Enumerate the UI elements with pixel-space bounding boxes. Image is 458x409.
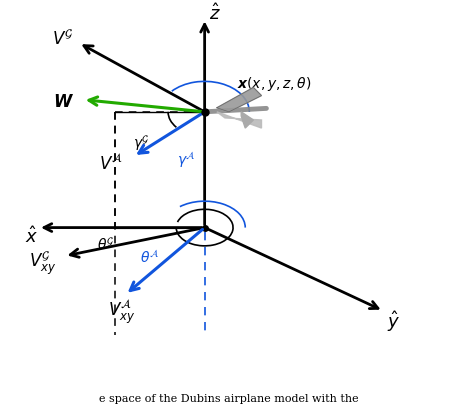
Text: $\gamma^{\mathcal{A}}$: $\gamma^{\mathcal{A}}$ — [177, 149, 196, 169]
Text: $\boldsymbol{V^{\mathcal{G}}_{xy}}$: $\boldsymbol{V^{\mathcal{G}}_{xy}}$ — [28, 249, 56, 276]
Polygon shape — [241, 112, 253, 129]
Polygon shape — [217, 112, 262, 129]
Text: e space of the Dubins airplane model with the: e space of the Dubins airplane model wit… — [99, 393, 359, 403]
Text: $\boldsymbol{W}$: $\boldsymbol{W}$ — [53, 94, 74, 111]
Text: $\boldsymbol{V^{\mathcal{A}}}$: $\boldsymbol{V^{\mathcal{A}}}$ — [99, 153, 123, 173]
Text: $\hat{x}$: $\hat{x}$ — [25, 226, 38, 247]
Text: $\boldsymbol{x}(x,y,z,\theta)$: $\boldsymbol{x}(x,y,z,\theta)$ — [237, 75, 312, 93]
Text: $\hat{y}$: $\hat{y}$ — [387, 309, 400, 334]
Polygon shape — [217, 88, 262, 112]
Text: $\hat{z}$: $\hat{z}$ — [209, 3, 221, 24]
Text: $\gamma^{\mathcal{G}}$: $\gamma^{\mathcal{G}}$ — [133, 133, 150, 153]
Text: $\boldsymbol{V^{\mathcal{G}}}$: $\boldsymbol{V^{\mathcal{G}}}$ — [52, 30, 73, 49]
Text: $\theta^{\mathcal{A}}$: $\theta^{\mathcal{A}}$ — [140, 248, 159, 265]
Text: $\boldsymbol{V^{\mathcal{A}}_{xy}}$: $\boldsymbol{V^{\mathcal{A}}_{xy}}$ — [108, 297, 135, 325]
Text: $\theta^{\mathcal{G}}$: $\theta^{\mathcal{G}}$ — [97, 236, 114, 252]
